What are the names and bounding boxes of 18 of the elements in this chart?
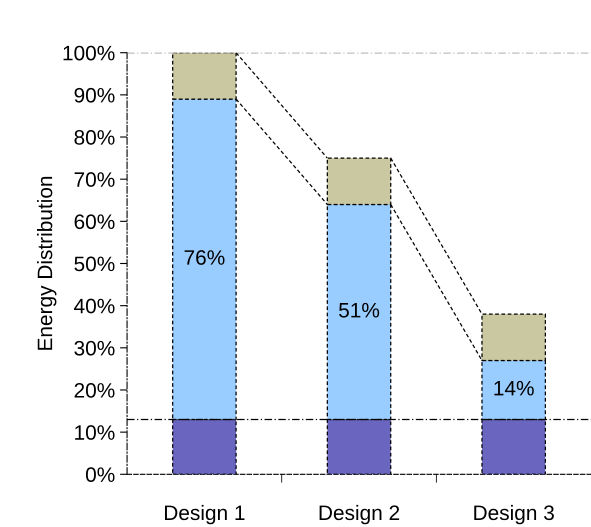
data-label: 51% (339, 302, 380, 318)
y-tick-label: 30% (74, 340, 115, 356)
y-tick-label: 40% (74, 298, 115, 314)
y-tick-label: 50% (74, 256, 115, 272)
x-tick-label: Design 1 (164, 504, 244, 524)
y-tick-label: 0% (86, 467, 115, 482)
y-tick-label: 20% (74, 382, 115, 398)
y-tick-label: 90% (74, 88, 115, 103)
x-tick-label: Design 3 (474, 504, 554, 524)
x-tick-label: Design 2 (320, 504, 400, 524)
data-label: 14% (494, 380, 534, 396)
y-tick-label: 70% (74, 172, 115, 187)
y-tick-label: 60% (74, 214, 115, 230)
y-tick-label: 80% (74, 130, 115, 145)
y-tick-label: 100% (64, 46, 115, 60)
y-axis-title: Energy Distribution (37, 176, 56, 350)
y-tick-label: 10% (75, 425, 115, 440)
data-label: 76% (184, 250, 224, 265)
